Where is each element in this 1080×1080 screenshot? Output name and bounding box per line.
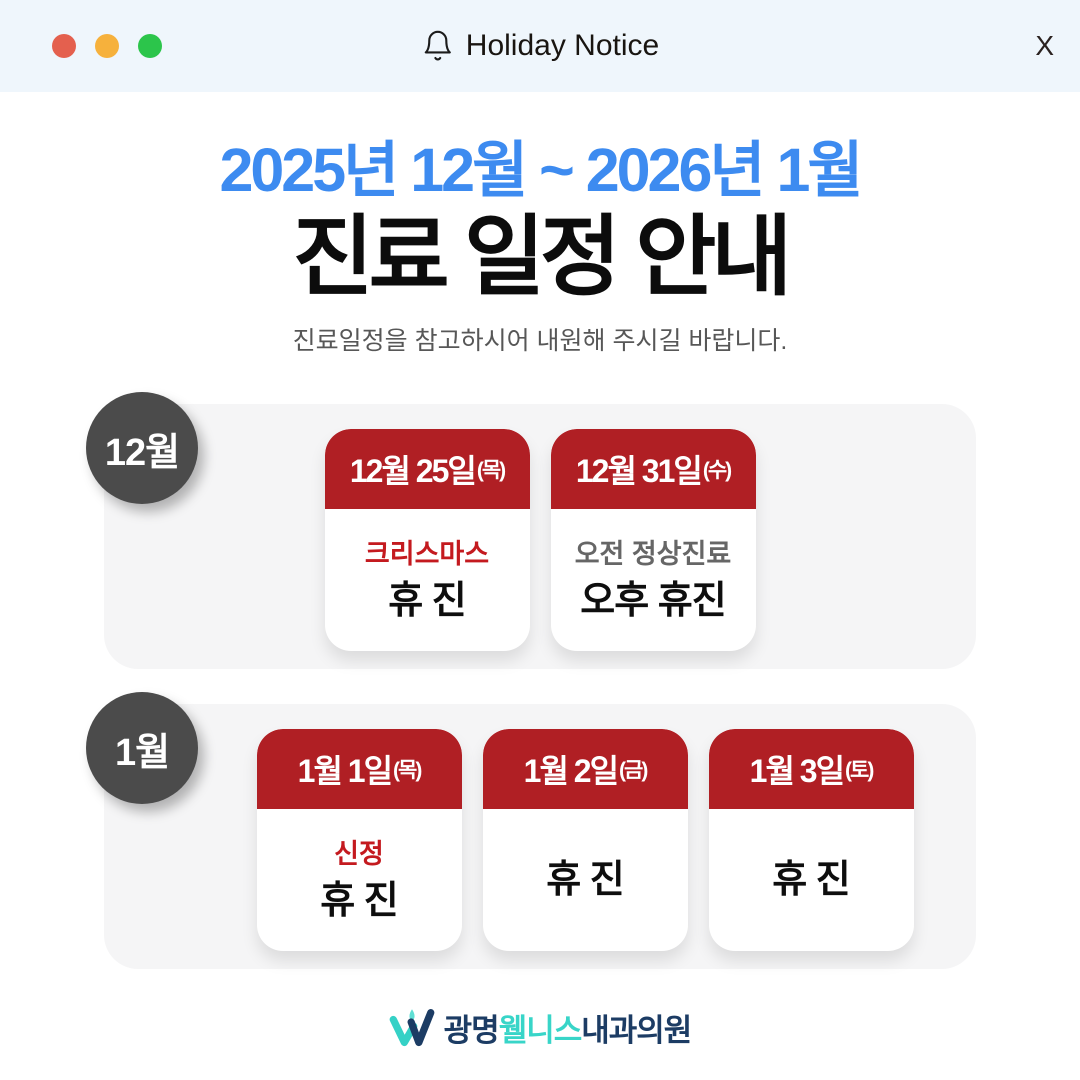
hero: 2025년 12월 ~ 2026년 1월 진료 일정 안내 진료일정을 참고하시… <box>0 92 1080 354</box>
card-date: 1월 2일 <box>523 753 619 789</box>
card-note: 오전 정상진료 <box>574 538 732 569</box>
clinic-w-logo-icon <box>389 1006 435 1050</box>
month-badge-january: 1월 <box>86 692 198 804</box>
bell-icon <box>421 29 455 63</box>
card-status: 휴 진 <box>320 879 398 922</box>
schedule-card-dec-25: 12월 25일 (목) 크리스마스 휴 진 <box>324 429 530 651</box>
card-weekday: (목) <box>476 459 506 482</box>
card-weekday: (목) <box>393 759 422 782</box>
january-cards-row: 1월 1일 (목) 신정 휴 진 1월 2일 (금) 휴 진 1월 3일 (토) <box>149 704 1021 951</box>
card-date-header: 1월 1일 (목) <box>256 729 462 809</box>
card-body: 크리스마스 휴 진 <box>325 509 530 651</box>
card-date-header: 12월 31일 (수) <box>550 429 756 509</box>
card-weekday: (토) <box>845 759 874 782</box>
close-button[interactable]: X <box>1035 30 1054 61</box>
card-date: 12월 31일 <box>575 453 703 489</box>
card-date-header: 1월 2일 (금) <box>482 729 688 809</box>
card-body: 휴 진 <box>709 809 914 951</box>
window-minimize-dot[interactable] <box>95 34 119 58</box>
card-date: 1월 1일 <box>297 753 393 789</box>
schedule-card-jan-2: 1월 2일 (금) 휴 진 <box>482 729 688 951</box>
titlebar-center: Holiday Notice <box>421 29 659 63</box>
clinic-name-part3: 내과의원 <box>581 1013 692 1048</box>
date-range-heading: 2025년 12월 ~ 2026년 1월 <box>219 136 863 204</box>
window-title: Holiday Notice <box>465 29 660 62</box>
december-cards-row: 12월 25일 (목) 크리스마스 휴 진 12월 31일 (수) 오전 정상진료 … <box>104 404 976 651</box>
clinic-name-part1: 광명 <box>443 1013 500 1048</box>
clinic-footer: 광명웰니스내과의원 <box>0 1005 1080 1050</box>
card-date-header: 1월 3일 (토) <box>708 729 914 809</box>
card-status: 휴 진 <box>546 859 624 901</box>
window-zoom-dot[interactable] <box>138 34 162 58</box>
card-note: 신정 <box>334 838 384 869</box>
card-note: 크리스마스 <box>364 538 490 569</box>
clinic-name: 광명웰니스내과의원 <box>443 1005 693 1050</box>
page-subtitle: 진료일정을 참고하시어 내원해 주시길 바랍니다. <box>292 327 788 355</box>
section-january: 1월 1월 1일 (목) 신정 휴 진 1월 2일 (금) 휴 진 <box>86 692 976 969</box>
card-date: 12월 25일 <box>349 453 477 489</box>
card-status: 오후 휴진 <box>580 579 726 622</box>
card-weekday: (금) <box>619 759 648 782</box>
schedule-card-jan-1: 1월 1일 (목) 신정 휴 진 <box>256 729 462 951</box>
schedule-card-jan-3: 1월 3일 (토) 휴 진 <box>708 729 914 951</box>
window-controls <box>52 34 162 58</box>
card-date-header: 12월 25일 (목) <box>324 429 530 509</box>
section-december: 12월 12월 25일 (목) 크리스마스 휴 진 12월 31일 (수) 오전 정… <box>86 392 976 669</box>
window-close-dot[interactable] <box>52 34 76 58</box>
month-badge-december: 12월 <box>86 392 198 504</box>
card-weekday: (수) <box>702 459 732 482</box>
schedule-card-dec-31: 12월 31일 (수) 오전 정상진료 오후 휴진 <box>550 429 756 651</box>
card-body: 신정 휴 진 <box>257 809 462 951</box>
card-status: 휴 진 <box>388 579 466 622</box>
card-body: 오전 정상진료 오후 휴진 <box>551 509 756 651</box>
card-date: 1월 3일 <box>749 753 845 789</box>
card-body: 휴 진 <box>483 809 688 951</box>
titlebar: Holiday Notice X <box>0 0 1080 92</box>
clinic-name-part2: 웰니스 <box>498 1013 583 1048</box>
page-title: 진료 일정 안내 <box>292 207 793 306</box>
card-status: 휴 진 <box>772 859 850 901</box>
